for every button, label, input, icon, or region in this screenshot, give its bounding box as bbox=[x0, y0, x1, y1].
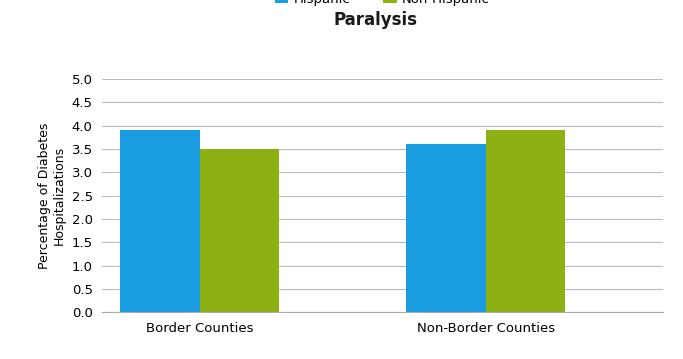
Y-axis label: Percentage of Diabetes
Hospitalizations: Percentage of Diabetes Hospitalizations bbox=[38, 122, 66, 269]
Legend: Hispanic, Non-Hispanic: Hispanic, Non-Hispanic bbox=[270, 0, 495, 11]
Bar bbox=[486, 130, 566, 312]
Bar bbox=[406, 144, 486, 312]
Bar bbox=[199, 149, 279, 312]
Text: Paralysis: Paralysis bbox=[334, 11, 417, 29]
Bar bbox=[120, 130, 199, 312]
